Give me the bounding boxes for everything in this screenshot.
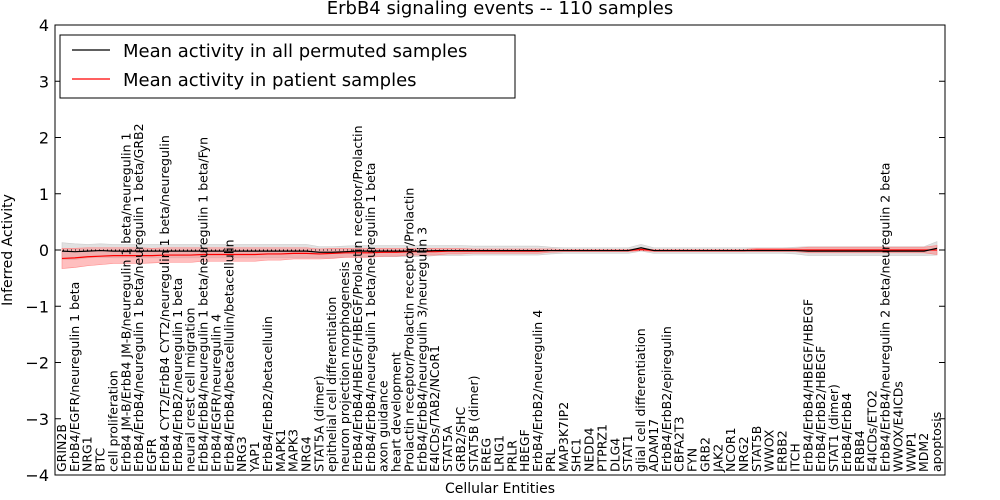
category-label: CBFA2T3 — [672, 417, 687, 472]
legend-label-patient: Mean activity in patient samples — [123, 70, 417, 91]
category-label: WWP1 — [903, 432, 918, 472]
y-tick-label: −4 — [25, 466, 49, 485]
category-label: E4ICDs/ETO2 — [865, 390, 880, 472]
category-label: ErbB4/ErbB2/neuregulin 1 beta — [170, 278, 185, 472]
category-label: glial cell differentiation — [633, 328, 648, 472]
category-label: ErbB4/ErbB4/betacellulin/betacellulin — [221, 239, 236, 472]
category-label: ITCH — [787, 443, 802, 472]
category-label: ErbB4/ErbB4/HBEGF/HBEGF — [800, 299, 815, 472]
category-label: PTPRZ1 — [594, 424, 609, 472]
category-label: ADAM17 — [646, 419, 661, 472]
category-label: ErbB4 JM-B/ErbB4 JM-B/neuregulin 1 beta/… — [118, 133, 133, 472]
category-label: cell proliferation — [105, 370, 120, 472]
category-label: ErbB4/ErbB2/betacellulin — [260, 316, 275, 472]
y-tick-label: −3 — [25, 410, 49, 429]
category-label: ErbB4/ErbB2/neuregulin 4 — [530, 310, 545, 472]
category-label: ErbB4/ErbB4/neuregulin 3/neuregulin 3 — [414, 227, 429, 472]
category-label: ErbB4/ErbB4/neuregulin 1 beta/neuregulin… — [363, 163, 378, 472]
series-lines — [61, 247, 938, 260]
category-label: FYN — [685, 448, 700, 472]
y-tick-label: −2 — [25, 354, 49, 373]
category-label: STAT5A — [440, 425, 455, 472]
y-axis-label: Inferred Activity — [0, 194, 16, 306]
category-label: STAT5A (dimer) — [311, 376, 326, 472]
x-axis-label: Cellular Entities — [445, 481, 555, 497]
legend: Mean activity in all permuted samples Me… — [59, 34, 516, 99]
category-label: MAP3K7IP2 — [556, 402, 571, 472]
category-label: NCOR1 — [723, 427, 738, 472]
category-label: MAPK1 — [273, 429, 288, 472]
category-label: ErbB4/EGFR/neuregulin 4 — [208, 314, 223, 472]
category-label: MAPK3 — [286, 429, 301, 472]
category-label: NEDD4 — [582, 428, 597, 472]
category-label: SHC1 — [569, 438, 584, 472]
category-label: ErbB4/ErbB4/neuregulin 1 beta/neuregulin… — [131, 123, 146, 472]
category-label: DLG4 — [607, 438, 622, 472]
band-patient — [61, 245, 938, 269]
category-label: EGFR — [144, 438, 159, 472]
category-label: NRG1 — [80, 436, 95, 472]
category-label: neural crest cell migration — [183, 308, 198, 472]
category-label: STAT5B — [749, 426, 764, 472]
category-label: epithelial cell differentiation — [324, 297, 339, 472]
category-label: YAP1 — [247, 441, 262, 473]
category-label: ErbB4/ErbB4 — [839, 393, 854, 472]
category-label: GRB2 — [697, 437, 712, 472]
category-label: EREG — [479, 438, 494, 472]
category-label: ErbB4/ErbB2/HBEGF — [813, 346, 828, 472]
category-label: ErbB4 CYT2/ErbB4 CYT2/neuregulin 1 beta/… — [157, 135, 172, 472]
y-tick-label: 3 — [39, 72, 49, 91]
category-label: neuron projection morphogenesis — [337, 261, 352, 472]
category-label: heart development — [389, 352, 404, 472]
category-label: ERBB4 — [852, 430, 867, 472]
category-label: ErbB4/ErbB4/neuregulin 2 beta/neuregulin… — [878, 163, 893, 472]
y-tick-label: 1 — [39, 185, 49, 204]
y-tick-label: −1 — [25, 297, 49, 316]
y-tick-label: 4 — [39, 16, 49, 35]
category-label: STAT5B (dimer) — [466, 376, 481, 472]
y-axis-ticks: −4 −3 −2 −1 0 1 2 3 4 — [25, 16, 945, 485]
category-label: STAT1 — [620, 434, 635, 472]
category-label: axon guidance — [376, 380, 391, 472]
category-label: ErbB4/ErbB4/neuregulin 1 beta/neuregulin… — [196, 137, 211, 472]
category-label: NRG2 — [736, 436, 751, 472]
category-label: GRIN2B — [54, 424, 69, 472]
category-label: ERBB2 — [775, 430, 790, 472]
legend-label-permuted: Mean activity in all permuted samples — [123, 41, 467, 62]
category-label: apoptosis — [929, 412, 944, 472]
y-tick-label: 2 — [39, 129, 49, 148]
category-label: MDM2 — [916, 433, 931, 472]
legend-box — [59, 34, 516, 99]
category-label: WWOX/E4ICDs — [890, 381, 905, 472]
category-label: NRG4 — [298, 436, 313, 472]
category-label: ErbB4/EGFR/neuregulin 1 beta — [67, 282, 82, 472]
category-label: JAK2 — [710, 444, 725, 473]
category-label: NRG3 — [234, 436, 249, 472]
category-label: ErbB4/ErbB4/HBEGF/HBEGF/Prolactin recept… — [350, 125, 365, 472]
category-label: E4ICDs/TAB2/NCoR1 — [427, 345, 442, 472]
line-permuted — [61, 247, 938, 253]
category-label: LRIG1 — [492, 435, 507, 472]
category-label: Prolactin receptor/Prolactin receptor/Pr… — [401, 188, 416, 472]
category-label: WWOX — [762, 429, 777, 472]
category-label: HBEGF — [517, 429, 532, 472]
category-label: PRLR — [504, 440, 519, 472]
category-label: PRL — [543, 449, 558, 472]
category-label: STAT1 (dimer) — [826, 384, 841, 472]
category-label: GRB2/SHC — [453, 407, 468, 472]
y-tick-label: 0 — [39, 241, 49, 260]
chart-title: ErbB4 signaling events -- 110 samples — [327, 0, 674, 19]
category-label: ErbB4/ErbB2/epiregulin — [659, 326, 674, 472]
category-label: BTC — [93, 448, 108, 472]
